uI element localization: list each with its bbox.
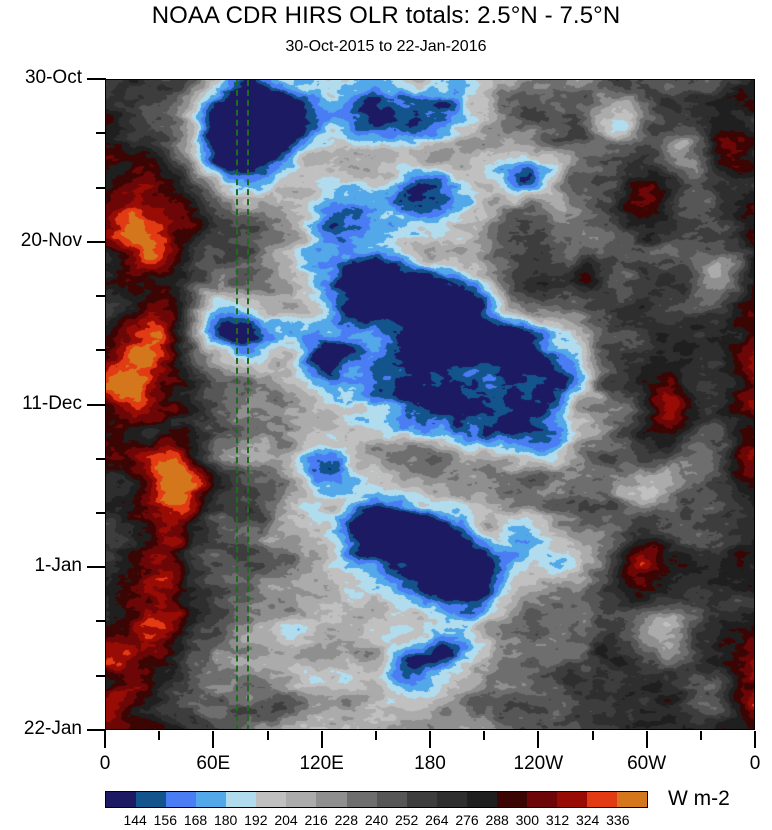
x-axis-tick-major bbox=[104, 731, 106, 748]
colorbar-tick-label: 180 bbox=[213, 812, 238, 828]
y-axis-tick-minor bbox=[96, 674, 106, 677]
colorbar-tick-label: 288 bbox=[485, 812, 509, 828]
y-axis-tick-minor bbox=[96, 457, 106, 460]
x-axis-tick-minor bbox=[483, 731, 486, 740]
x-axis-tick-minor bbox=[158, 731, 161, 740]
y-axis-label: 30-Oct bbox=[24, 67, 82, 88]
page-subtitle: 30-Oct-2015 to 22-Jan-2016 bbox=[285, 38, 487, 55]
x-axis-tick-minor bbox=[591, 731, 594, 740]
colorbar-swatch bbox=[256, 792, 287, 807]
colorbar-swatch bbox=[286, 792, 317, 807]
colorbar-swatch bbox=[587, 792, 618, 807]
x-axis-tick-minor bbox=[266, 731, 269, 740]
page-title: NOAA CDR HIRS OLR totals: 2.5°N - 7.5°N bbox=[151, 2, 621, 29]
colorbar-tick-label: 252 bbox=[394, 812, 419, 828]
colorbar-swatch bbox=[556, 792, 587, 807]
y-axis-tick-minor bbox=[96, 132, 106, 135]
y-axis-label: 1-Jan bbox=[34, 555, 82, 577]
annotation-vertical-line bbox=[236, 80, 238, 729]
y-axis-tick-minor bbox=[96, 620, 106, 623]
y-axis-tick-major bbox=[87, 403, 106, 406]
olr-heatmap-canvas bbox=[106, 80, 754, 729]
colorbar-swatch bbox=[316, 792, 347, 807]
x-axis-tick-major bbox=[320, 731, 323, 748]
colorbar-swatch bbox=[196, 792, 227, 807]
colorbar-tick-label: 276 bbox=[455, 812, 479, 828]
colorbar-tick-label: 192 bbox=[244, 812, 268, 828]
colorbar-tick-label: 240 bbox=[364, 812, 389, 828]
x-axis-label: 0 bbox=[749, 753, 761, 774]
x-axis-label: 60E bbox=[196, 753, 231, 774]
x-axis-tick-minor bbox=[374, 731, 377, 740]
y-axis-tick-major bbox=[87, 78, 106, 80]
colorbar-tick-label: 228 bbox=[334, 812, 358, 828]
colorbar-tick-label: 324 bbox=[575, 812, 600, 828]
colorbar-tick-label: 144 bbox=[123, 812, 147, 828]
y-axis-tick-major bbox=[87, 729, 106, 731]
colorbar-swatch bbox=[376, 792, 407, 807]
x-axis-tick-minor bbox=[699, 731, 702, 740]
colorbar-swatch bbox=[617, 792, 648, 807]
colorbar-swatch bbox=[496, 792, 527, 807]
x-axis-tick-major bbox=[754, 731, 756, 748]
colorbar-swatch bbox=[136, 792, 167, 807]
x-axis-tick-major bbox=[537, 731, 540, 748]
colorbar bbox=[105, 791, 648, 808]
x-axis-label: 0 bbox=[99, 753, 111, 774]
colorbar-swatch bbox=[106, 792, 137, 807]
y-axis-tick-minor bbox=[96, 294, 106, 297]
x-axis-tick-major bbox=[645, 731, 648, 748]
colorbar-tick-label: 312 bbox=[545, 812, 570, 828]
y-axis-tick-minor bbox=[96, 186, 106, 189]
y-axis-label: 11-Dec bbox=[22, 392, 82, 414]
x-axis-label: 120E bbox=[299, 753, 344, 774]
colorbar-tick-label: 300 bbox=[515, 812, 539, 828]
colorbar-swatch bbox=[436, 792, 467, 807]
colorbar-tick-label: 168 bbox=[183, 812, 208, 828]
y-axis-tick-minor bbox=[96, 349, 106, 352]
y-axis-tick-minor bbox=[96, 512, 106, 515]
x-axis-label: 120W bbox=[513, 753, 564, 774]
colorbar-units-label: W m-2 bbox=[668, 787, 730, 810]
x-axis-label: 180 bbox=[414, 753, 446, 774]
colorbar-swatch bbox=[406, 792, 437, 807]
y-axis-label: 20-Nov bbox=[20, 229, 82, 251]
colorbar-tick-label: 156 bbox=[153, 812, 177, 828]
x-axis-tick-major bbox=[429, 731, 431, 748]
x-axis-tick-major bbox=[212, 731, 215, 748]
colorbar-tick-label: 216 bbox=[304, 812, 328, 828]
x-axis-label: 60W bbox=[627, 753, 667, 774]
colorbar-swatch bbox=[166, 792, 197, 807]
colorbar-swatch bbox=[346, 792, 377, 807]
colorbar-tick-label: 204 bbox=[274, 812, 298, 828]
y-axis-label: 22-Jan bbox=[23, 718, 82, 739]
colorbar-swatch bbox=[226, 792, 257, 807]
plot-area bbox=[105, 79, 755, 730]
colorbar-swatch bbox=[466, 792, 497, 807]
y-axis-tick-major bbox=[87, 566, 106, 569]
colorbar-tick-label: 336 bbox=[606, 812, 630, 828]
annotation-vertical-line bbox=[246, 80, 249, 729]
colorbar-swatch bbox=[526, 792, 557, 807]
colorbar-tick-label: 264 bbox=[425, 812, 449, 828]
y-axis-tick-major bbox=[87, 240, 106, 243]
